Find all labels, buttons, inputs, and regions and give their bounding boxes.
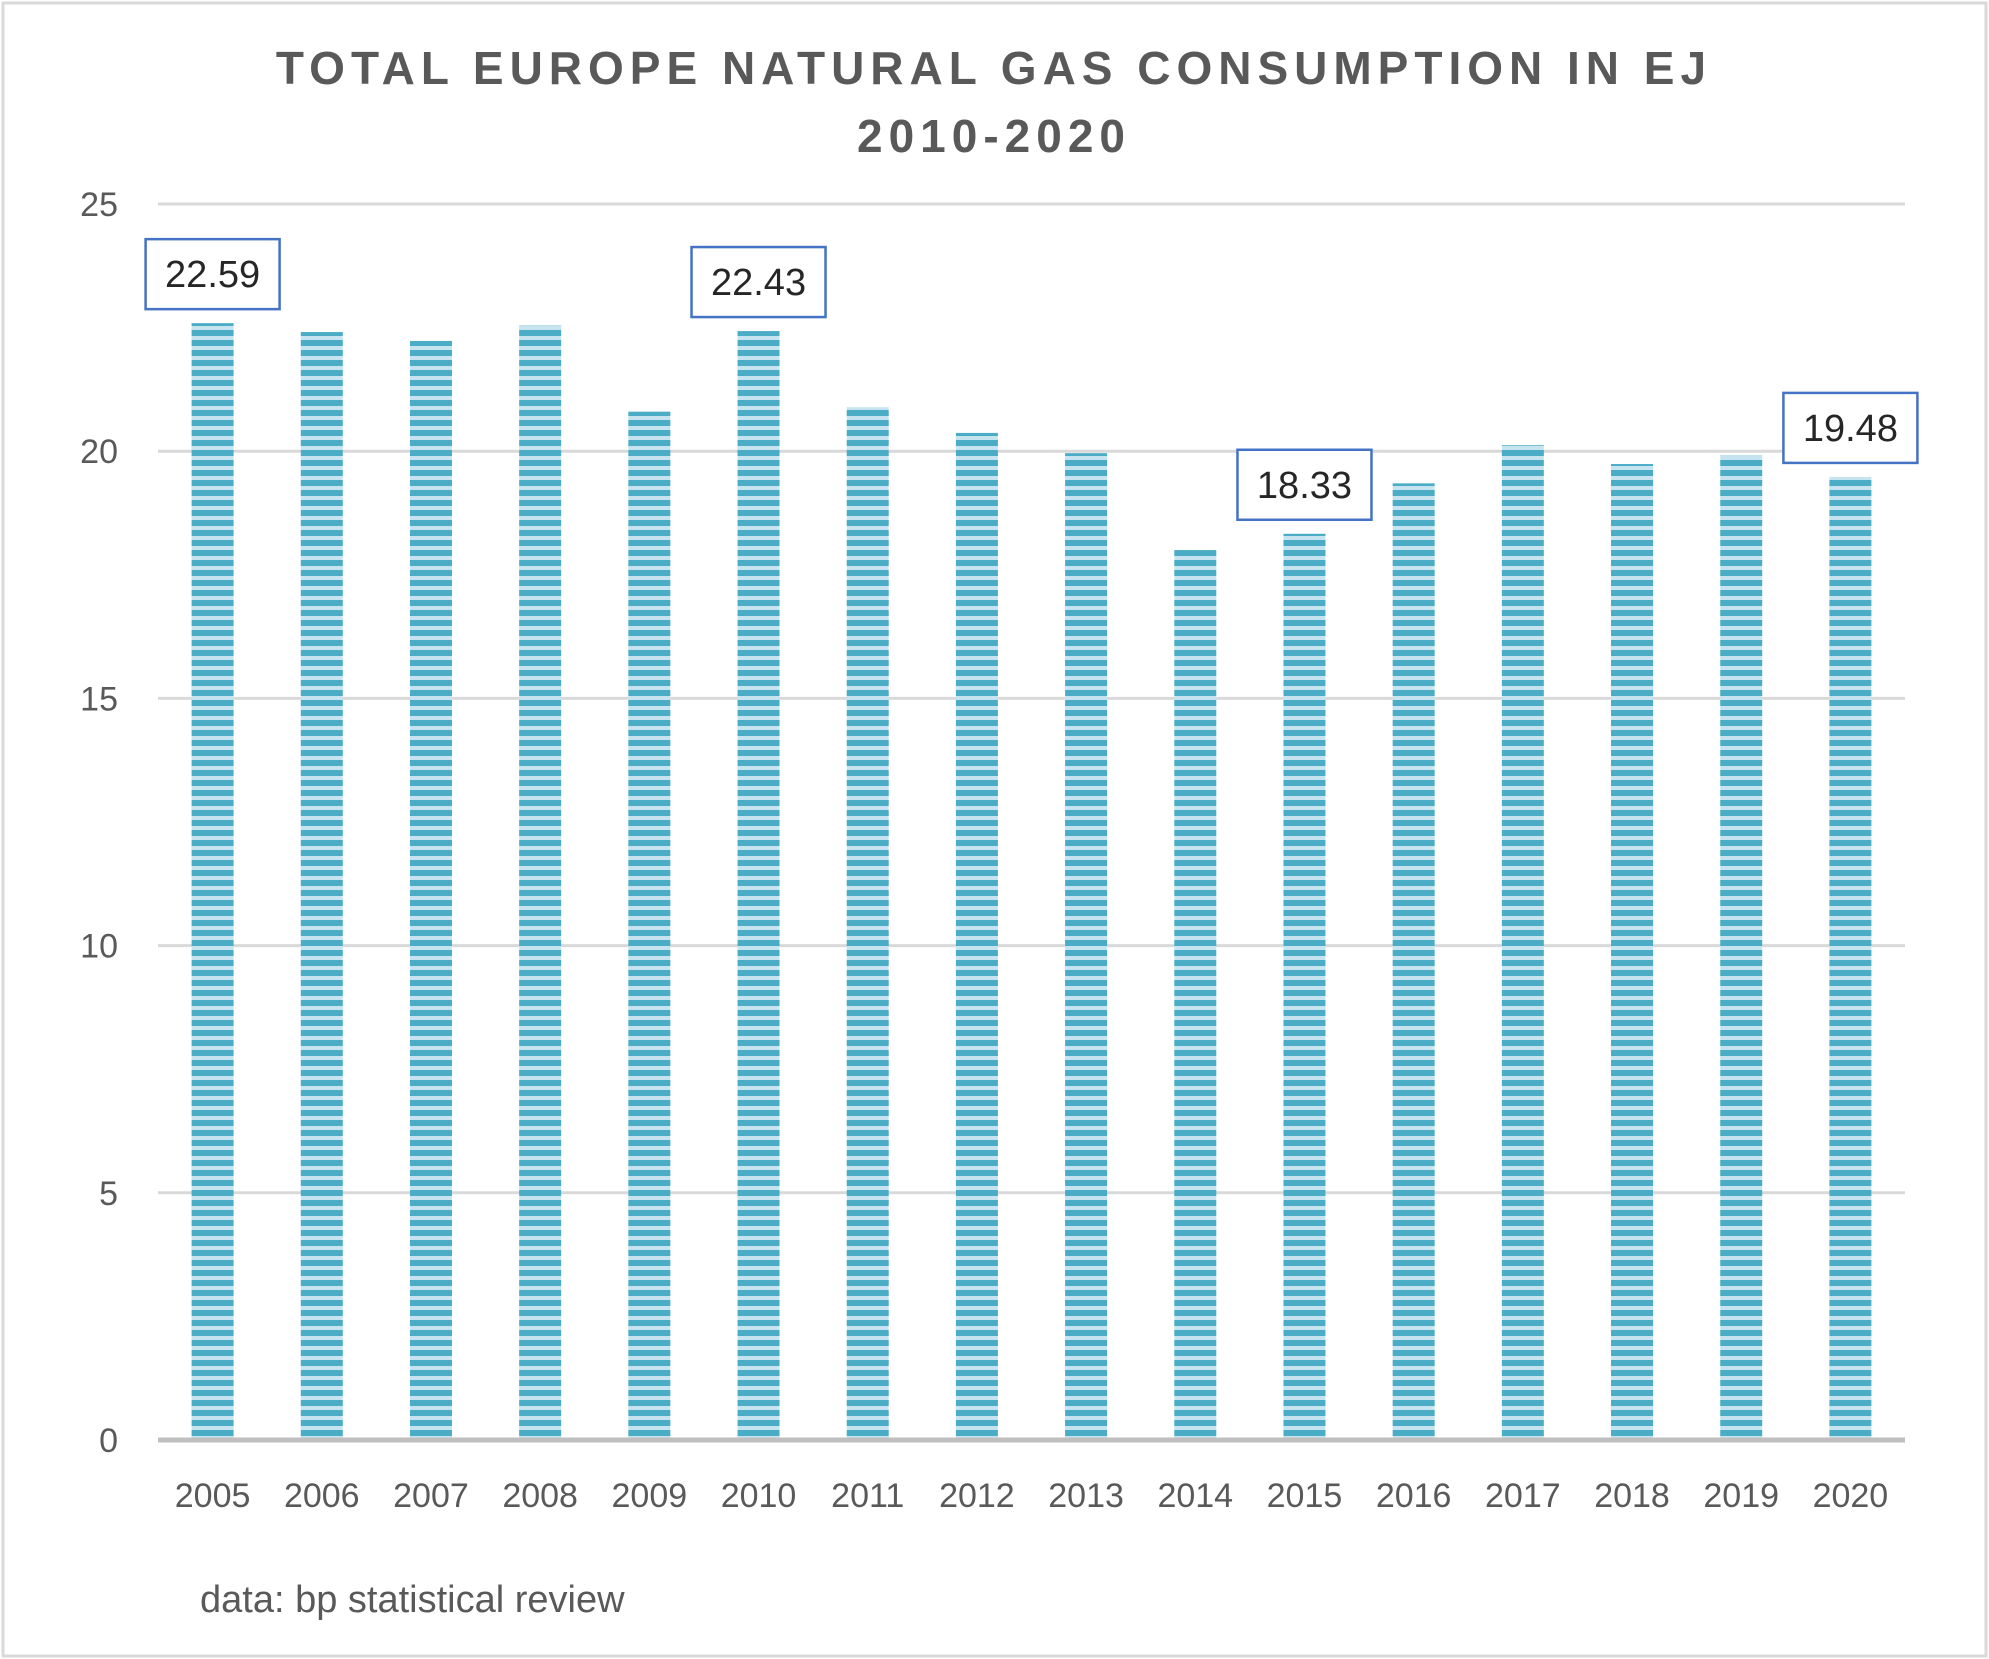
y-tick-label: 5 — [99, 1175, 118, 1213]
x-tick-label: 2013 — [1048, 1477, 1124, 1515]
y-tick-label: 25 — [80, 186, 118, 224]
data-label: 18.33 — [1257, 465, 1352, 507]
y-tick-label: 20 — [80, 433, 118, 471]
data-label-box — [690, 245, 827, 319]
x-tick-label: 2014 — [1157, 1477, 1233, 1515]
x-tick-label: 2006 — [284, 1477, 360, 1515]
x-tick-label: 2008 — [502, 1477, 578, 1515]
x-tick-label: 2018 — [1594, 1477, 1670, 1515]
data-label-box — [1236, 448, 1373, 522]
bar-2007 — [409, 340, 452, 1441]
data-label: 19.48 — [1803, 408, 1898, 450]
bar-2020 — [1829, 476, 1872, 1440]
bar-2018 — [1611, 464, 1654, 1440]
bar-2016 — [1392, 483, 1435, 1440]
bar-2014 — [1174, 550, 1217, 1440]
y-tick-label: 10 — [80, 928, 118, 966]
x-tick-label: 2009 — [612, 1477, 688, 1515]
bar-2017 — [1501, 445, 1544, 1440]
x-tick-label: 2020 — [1813, 1477, 1889, 1515]
chart-title-line2: 2010-2020 — [857, 110, 1131, 162]
bar-2009 — [628, 411, 671, 1441]
bar-2010 — [737, 331, 780, 1440]
bar-2013 — [1065, 453, 1108, 1440]
data-label-box — [144, 237, 281, 311]
x-tick-label: 2016 — [1376, 1477, 1452, 1515]
data-label: 22.43 — [711, 262, 806, 304]
x-tick-label: 2007 — [393, 1477, 469, 1515]
x-tick-label: 2005 — [175, 1477, 251, 1515]
x-tick-label: 2010 — [721, 1477, 797, 1515]
bar-2008 — [519, 325, 562, 1440]
data-label-box — [1782, 391, 1919, 465]
bar-2005 — [191, 323, 234, 1440]
bar-2006 — [300, 332, 343, 1441]
data-label: 22.59 — [165, 254, 260, 296]
bar-2012 — [955, 432, 998, 1440]
x-tick-label: 2011 — [831, 1477, 904, 1515]
x-tick-label: 2019 — [1703, 1477, 1779, 1515]
chart-title-line1: TOTAL EUROPE NATURAL GAS CONSUMPTION IN … — [276, 42, 1712, 94]
bar-2019 — [1720, 455, 1763, 1440]
bar-2015 — [1283, 533, 1326, 1440]
y-tick-label: 15 — [80, 680, 118, 718]
footnote: data: bp statistical review — [200, 1579, 625, 1621]
y-tick-label: 0 — [99, 1422, 118, 1460]
bar-2011 — [846, 407, 889, 1441]
x-tick-label: 2012 — [939, 1477, 1015, 1515]
x-tick-label: 2015 — [1267, 1477, 1343, 1515]
x-tick-label: 2017 — [1485, 1477, 1561, 1515]
